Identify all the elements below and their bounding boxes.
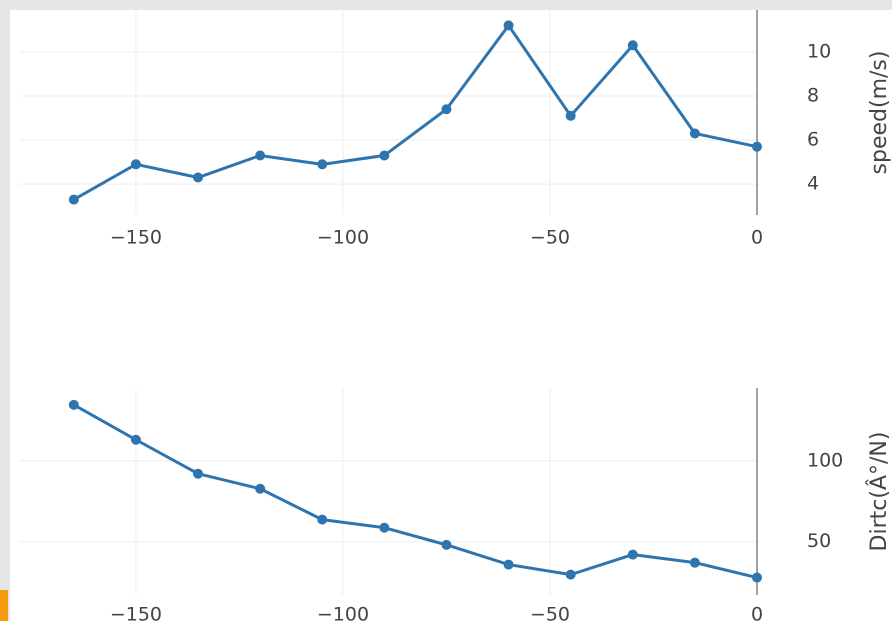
x-tick-label: 0 <box>751 227 763 249</box>
data-point <box>689 557 700 568</box>
x-tick-label: −150 <box>110 604 162 621</box>
x-tick-label: −100 <box>317 227 369 249</box>
y-tick-label: 8 <box>807 84 819 106</box>
data-point <box>130 159 141 170</box>
y-axis-title: speed(m/s) <box>867 51 892 175</box>
data-point <box>193 468 204 479</box>
y-tick-label: 50 <box>807 530 831 552</box>
data-point <box>627 549 638 560</box>
x-tick-label: −50 <box>530 604 570 621</box>
data-point <box>627 40 638 51</box>
data-point <box>255 483 266 494</box>
x-tick-label: −50 <box>530 227 570 249</box>
y-tick-label: 100 <box>807 449 843 471</box>
x-tick-label: −150 <box>110 227 162 249</box>
data-point <box>565 110 576 121</box>
data-point <box>68 399 79 410</box>
y-tick-label: 10 <box>807 40 831 62</box>
data-point <box>379 522 390 533</box>
data-point <box>317 514 328 525</box>
x-tick-label: 0 <box>751 604 763 621</box>
data-point <box>503 20 514 31</box>
data-line <box>73 22 758 201</box>
data-point <box>255 150 266 161</box>
data-point <box>689 128 700 139</box>
y-tick-label: 4 <box>807 173 819 195</box>
data-point <box>752 141 762 152</box>
corner-badge <box>0 590 8 621</box>
data-point <box>68 194 79 205</box>
data-point <box>565 569 576 580</box>
data-point <box>193 172 204 183</box>
data-line <box>73 403 758 579</box>
x-tick-label: −100 <box>317 604 369 621</box>
data-point <box>317 159 328 170</box>
panel <box>10 10 892 621</box>
data-point <box>752 572 762 583</box>
data-point <box>130 434 141 445</box>
data-point <box>441 104 452 115</box>
data-point <box>379 150 390 161</box>
data-point <box>441 539 452 550</box>
data-point <box>503 559 514 570</box>
y-tick-label: 6 <box>807 129 819 151</box>
y-axis-title: Dirtc(Â°/N) <box>866 432 892 552</box>
